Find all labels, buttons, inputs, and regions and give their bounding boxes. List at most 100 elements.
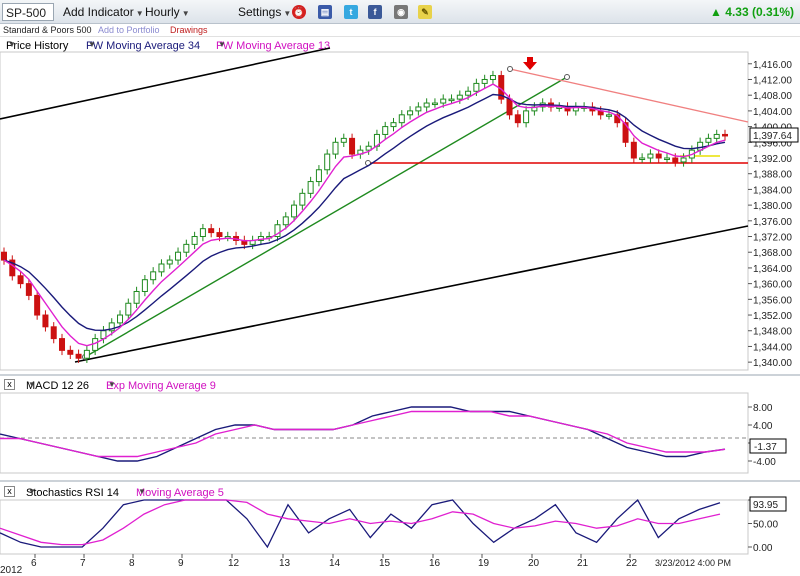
y-tick-label: 1,348.00 bbox=[753, 327, 792, 338]
macd-ema-line bbox=[0, 410, 726, 458]
x-tick-label: 12 bbox=[228, 558, 240, 569]
timestamp-label: 3/23/2012 4:00 PM bbox=[655, 558, 731, 568]
chevron-down-icon: ▼ bbox=[218, 40, 226, 49]
last-price-value: 1,397.64 bbox=[753, 131, 792, 142]
trendline-handle[interactable] bbox=[507, 66, 513, 72]
chevron-down-icon: ▼ bbox=[108, 380, 116, 389]
ma13-line bbox=[3, 83, 726, 347]
interval-select[interactable]: Hourly ▼ bbox=[145, 5, 190, 19]
candle-body bbox=[465, 90, 472, 96]
chevron-down-icon: ▼ bbox=[138, 487, 146, 496]
alarm-clock-icon[interactable]: ⏰ bbox=[292, 5, 306, 19]
green-trendline[interactable] bbox=[84, 76, 568, 358]
price-y-axis: 1,416.001,412.001,408.001,404.001,400.00… bbox=[748, 60, 792, 369]
candle-body bbox=[523, 110, 530, 124]
candle-body bbox=[67, 349, 74, 355]
candle-body bbox=[448, 98, 455, 102]
x-tick-label: 20 bbox=[528, 558, 540, 569]
candle-body bbox=[655, 153, 662, 159]
macd-line bbox=[0, 406, 726, 462]
instrument-name: Standard & Poors 500 bbox=[3, 25, 92, 35]
chevron-down-icon: ▼ bbox=[181, 9, 190, 18]
x-tick-label: 22 bbox=[626, 558, 638, 569]
candle-body bbox=[672, 157, 679, 163]
twitter-icon[interactable]: t bbox=[344, 5, 358, 19]
add-to-portfolio-link[interactable]: Add to Portfolio bbox=[98, 25, 160, 35]
add-indicator-menu[interactable]: Add Indicator ▼ bbox=[63, 5, 144, 19]
candle-body bbox=[191, 236, 198, 245]
sub-toolbar: Standard & Poors 500 Add to Portfolio Dr… bbox=[0, 24, 800, 37]
y-tick-label: 1,364.00 bbox=[753, 264, 792, 275]
x-tick-label: 19 bbox=[478, 558, 490, 569]
up-arrow-icon: ▲ bbox=[710, 5, 722, 19]
pink-resistance-line[interactable] bbox=[509, 68, 749, 123]
y-tick-label: 0.00 bbox=[753, 543, 773, 554]
y-tick-label: 1,408.00 bbox=[753, 91, 792, 102]
book-icon[interactable]: ▤ bbox=[318, 5, 332, 19]
candle-body bbox=[340, 137, 347, 143]
chevron-down-icon: ▼ bbox=[28, 487, 36, 496]
ma34-line bbox=[3, 93, 726, 332]
y-tick-label: 1,384.00 bbox=[753, 185, 792, 196]
stoch-last-value: 93.95 bbox=[753, 500, 778, 511]
y-tick-label: 1,344.00 bbox=[753, 342, 792, 353]
chevron-down-icon: ▼ bbox=[283, 9, 292, 18]
chevron-down-icon: ▼ bbox=[8, 40, 16, 49]
x-tick-label: 15 bbox=[379, 558, 391, 569]
candle-body bbox=[42, 314, 49, 328]
settings-menu[interactable]: Settings ▼ bbox=[238, 5, 292, 19]
candle-body bbox=[489, 75, 496, 80]
candle-body bbox=[307, 181, 314, 194]
candle-body bbox=[17, 275, 24, 285]
macd-legend: x MACD 12 26 ▼ Exp Moving Average 9 ▼ bbox=[0, 378, 800, 393]
candle-body bbox=[722, 133, 728, 137]
down-arrow-marker bbox=[523, 57, 537, 70]
lower-channel-line[interactable] bbox=[74, 225, 749, 363]
drawings-link[interactable]: Drawings bbox=[170, 25, 208, 35]
candle-body bbox=[83, 349, 90, 359]
close-stoch-icon[interactable]: x bbox=[4, 486, 15, 497]
candle-body bbox=[332, 141, 339, 155]
candle-body bbox=[299, 192, 306, 206]
facebook-icon[interactable]: f bbox=[368, 5, 382, 19]
candle-body bbox=[315, 169, 322, 183]
symbol-input[interactable]: SP-500 bbox=[2, 3, 54, 21]
macd-panel-frame bbox=[0, 392, 749, 474]
candlesticks bbox=[1, 70, 728, 363]
y-tick-label: 1,376.00 bbox=[753, 217, 792, 228]
candle-body bbox=[705, 137, 712, 143]
close-macd-icon[interactable]: x bbox=[4, 379, 15, 390]
candle-body bbox=[133, 290, 140, 304]
candle-body bbox=[605, 114, 612, 117]
camera-icon[interactable]: ◉ bbox=[394, 5, 408, 19]
candle-body bbox=[456, 94, 463, 100]
candle-body bbox=[398, 114, 405, 124]
upper-channel-line[interactable] bbox=[0, 47, 331, 120]
candle-body bbox=[390, 122, 397, 128]
y-tick-label: 1,356.00 bbox=[753, 295, 792, 306]
candle-body bbox=[75, 353, 82, 359]
x-tick-label: 6 bbox=[31, 558, 37, 569]
y-tick-label: 1,380.00 bbox=[753, 201, 792, 212]
macd-y-axis: 8.004.000.00-4.00 bbox=[748, 403, 776, 468]
x-tick-label: 7 bbox=[80, 558, 86, 569]
stoch-legend: x Stochastics RSI 14 ▼ Moving Average 5 … bbox=[0, 485, 800, 500]
x-tick-label: 16 bbox=[429, 558, 441, 569]
candle-body bbox=[630, 141, 637, 159]
candle-body bbox=[349, 137, 356, 155]
stoch-rsi-line bbox=[0, 498, 721, 549]
trendline-handle[interactable] bbox=[564, 74, 570, 80]
y-tick-label: 8.00 bbox=[753, 403, 773, 414]
x-tick-label: 8 bbox=[129, 558, 135, 569]
candle-body bbox=[415, 106, 422, 112]
y-tick-label: 1,368.00 bbox=[753, 248, 792, 259]
toolbar: SP-500 Add Indicator ▼ Hourly ▼ Settings ▼ … bbox=[0, 0, 800, 24]
candle-body bbox=[713, 133, 720, 139]
note-icon[interactable]: ✎ bbox=[418, 5, 432, 19]
candle-body bbox=[291, 204, 298, 218]
candle-body bbox=[158, 263, 165, 273]
candle-body bbox=[125, 302, 132, 316]
candle-body bbox=[208, 228, 215, 234]
y-tick-label: 1,412.00 bbox=[753, 75, 792, 86]
